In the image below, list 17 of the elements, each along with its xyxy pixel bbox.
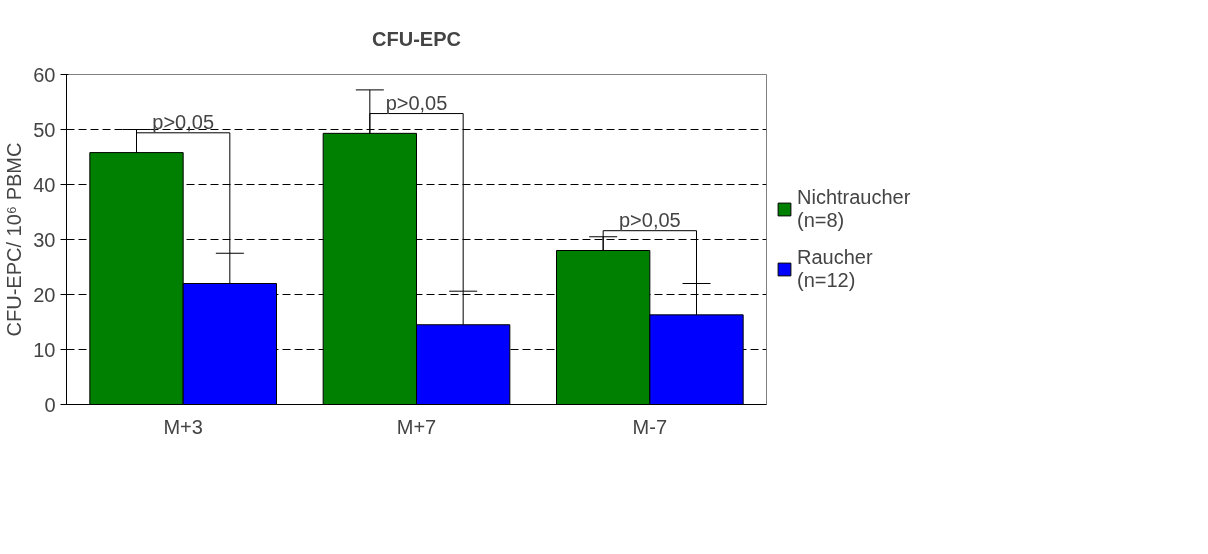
- legend-label: Raucher (n=12): [797, 246, 873, 292]
- legend-label: Nichtraucher (n=8): [797, 186, 911, 232]
- x-tick-label: M+7: [396, 415, 437, 438]
- chart-title: CFU-EPC: [372, 27, 461, 50]
- x-tick-label: M+3: [163, 415, 203, 438]
- y-tick-label: 20: [33, 283, 56, 306]
- y-tick-label: 10: [33, 338, 56, 361]
- x-tick-label: M-7: [632, 415, 668, 438]
- annotation: p>0,05: [618, 208, 681, 231]
- annotation: p>0,05: [385, 91, 448, 114]
- y-tick-label: 50: [33, 118, 56, 141]
- annotation: p>0,05: [152, 110, 215, 133]
- y-axis-title: CFU-EPC/ 10⁶ PBMC: [3, 142, 26, 337]
- y-tick-label: 0: [44, 393, 56, 416]
- y-tick-label: 40: [33, 173, 56, 196]
- y-tick-label: 60: [33, 63, 56, 86]
- y-tick-label: 30: [33, 228, 56, 251]
